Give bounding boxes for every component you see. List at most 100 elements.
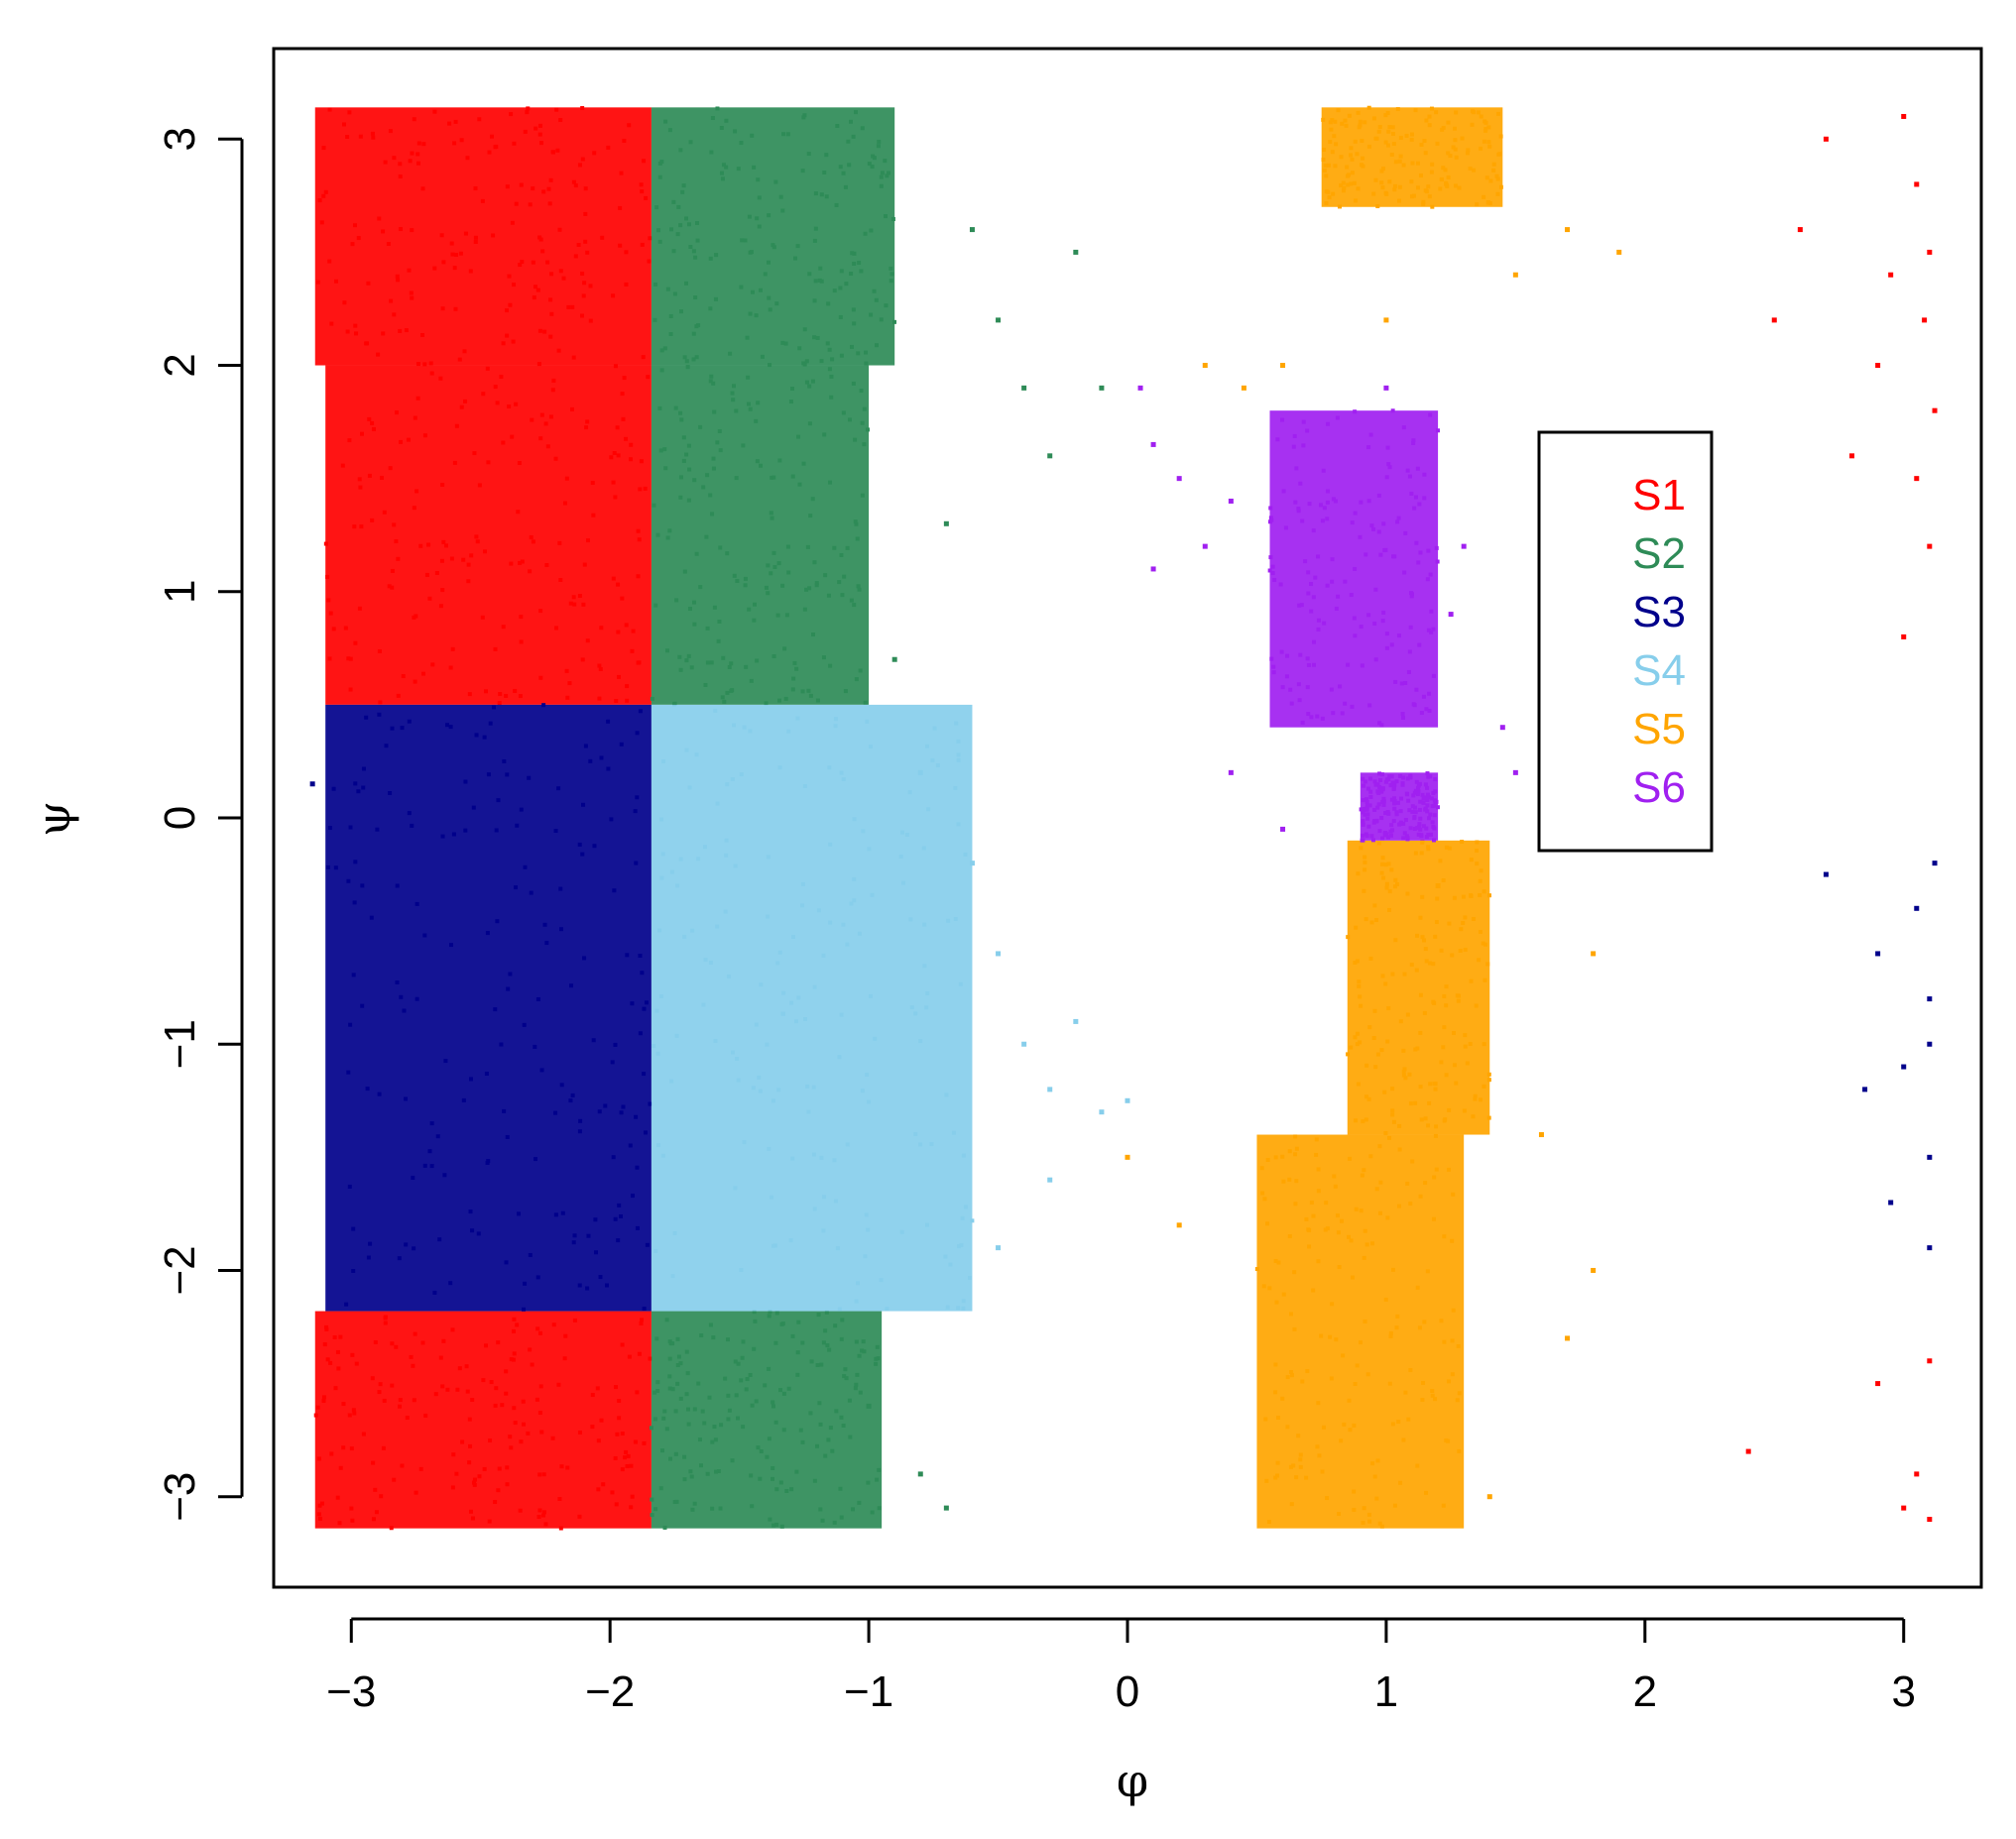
- data-point: [876, 1356, 881, 1361]
- data-point: [837, 1055, 842, 1060]
- data-point: [332, 1334, 337, 1339]
- data-point: [1379, 870, 1384, 875]
- data-point: [558, 927, 563, 932]
- data-point: [765, 1042, 770, 1047]
- data-point: [1292, 1326, 1297, 1331]
- data-point: [465, 156, 470, 161]
- data-point: [411, 1363, 415, 1368]
- data-point: [1426, 184, 1431, 189]
- data-point: [925, 744, 930, 748]
- data-point: [1417, 502, 1422, 507]
- data-point: [1294, 466, 1299, 471]
- data-point: [1875, 363, 1881, 369]
- data-point: [800, 169, 805, 173]
- data-point: [1450, 953, 1455, 958]
- data-point: [582, 281, 587, 286]
- data-point: [794, 1019, 799, 1024]
- data-point: [365, 1087, 370, 1092]
- data-point: [715, 106, 720, 111]
- data-point: [1425, 792, 1430, 797]
- y-axis-title: ψ: [27, 801, 80, 837]
- data-point: [1415, 185, 1420, 190]
- data-point: [1273, 1390, 1278, 1395]
- data-point: [724, 853, 729, 858]
- data-point: [885, 1307, 889, 1312]
- data-point: [1390, 1112, 1395, 1117]
- data-point: [752, 618, 757, 623]
- data-point: [1359, 163, 1364, 168]
- data-point: [1391, 554, 1396, 559]
- data-point: [1348, 1428, 1353, 1433]
- data-point: [1927, 1154, 1933, 1160]
- data-point: [1325, 583, 1330, 588]
- data-point: [1428, 812, 1433, 817]
- data-point: [746, 402, 751, 406]
- data-point: [454, 423, 459, 428]
- data-point: [1376, 802, 1381, 807]
- data-point: [674, 598, 679, 603]
- data-point: [802, 327, 807, 332]
- data-point: [1380, 185, 1385, 190]
- data-point: [703, 845, 708, 850]
- data-point: [1362, 1255, 1366, 1260]
- data-point: [757, 224, 762, 229]
- data-point: [1370, 1461, 1375, 1466]
- data-point: [613, 1216, 618, 1221]
- data-point: [1427, 114, 1432, 119]
- data-point: [711, 1335, 716, 1340]
- data-point: [548, 177, 553, 182]
- data-point: [1401, 821, 1406, 826]
- data-point: [1362, 1168, 1366, 1173]
- data-point: [530, 1362, 534, 1367]
- data-point: [1125, 1097, 1130, 1103]
- data-point: [775, 613, 780, 618]
- data-point: [1384, 881, 1389, 886]
- data-point: [1383, 385, 1389, 391]
- data-point: [471, 805, 476, 810]
- data-point: [740, 238, 745, 243]
- data-point: [1420, 839, 1425, 844]
- y-tick-label: 0: [156, 806, 204, 830]
- data-point: [497, 701, 502, 706]
- data-point: [613, 1042, 618, 1047]
- data-point: [1390, 828, 1395, 833]
- data-point: [1430, 162, 1435, 167]
- data-point: [1347, 1398, 1352, 1403]
- data-point: [615, 1432, 620, 1437]
- data-point: [335, 1495, 340, 1500]
- dense-region: [325, 365, 652, 705]
- data-point: [1316, 554, 1321, 559]
- data-point: [376, 352, 381, 357]
- data-point: [1387, 774, 1392, 779]
- data-point: [1457, 1448, 1462, 1453]
- data-point: [323, 541, 328, 546]
- data-point: [1273, 1362, 1278, 1367]
- data-point: [1335, 1213, 1340, 1218]
- data-point: [538, 1384, 543, 1389]
- data-point: [1137, 385, 1143, 391]
- data-point: [913, 1131, 918, 1136]
- data-point: [1355, 1031, 1360, 1036]
- data-point: [1329, 1376, 1334, 1381]
- data-point: [1342, 1422, 1347, 1427]
- data-point: [658, 993, 663, 998]
- data-point: [1372, 807, 1377, 812]
- data-point: [1419, 710, 1424, 715]
- y-tick-label: −3: [156, 1472, 204, 1522]
- data-point: [884, 303, 889, 308]
- data-point: [1340, 711, 1345, 716]
- data-point: [678, 475, 683, 480]
- data-point: [1301, 419, 1306, 424]
- data-point: [935, 762, 940, 767]
- data-point: [463, 231, 468, 236]
- data-point: [592, 844, 597, 849]
- data-point: [535, 996, 540, 1001]
- data-point: [815, 1443, 820, 1448]
- data-point: [1388, 1334, 1393, 1339]
- data-point: [1361, 798, 1365, 803]
- data-point: [1373, 1065, 1378, 1070]
- data-point: [790, 1333, 795, 1338]
- data-point: [1418, 1085, 1423, 1090]
- data-point: [841, 171, 846, 175]
- data-point: [839, 1336, 844, 1341]
